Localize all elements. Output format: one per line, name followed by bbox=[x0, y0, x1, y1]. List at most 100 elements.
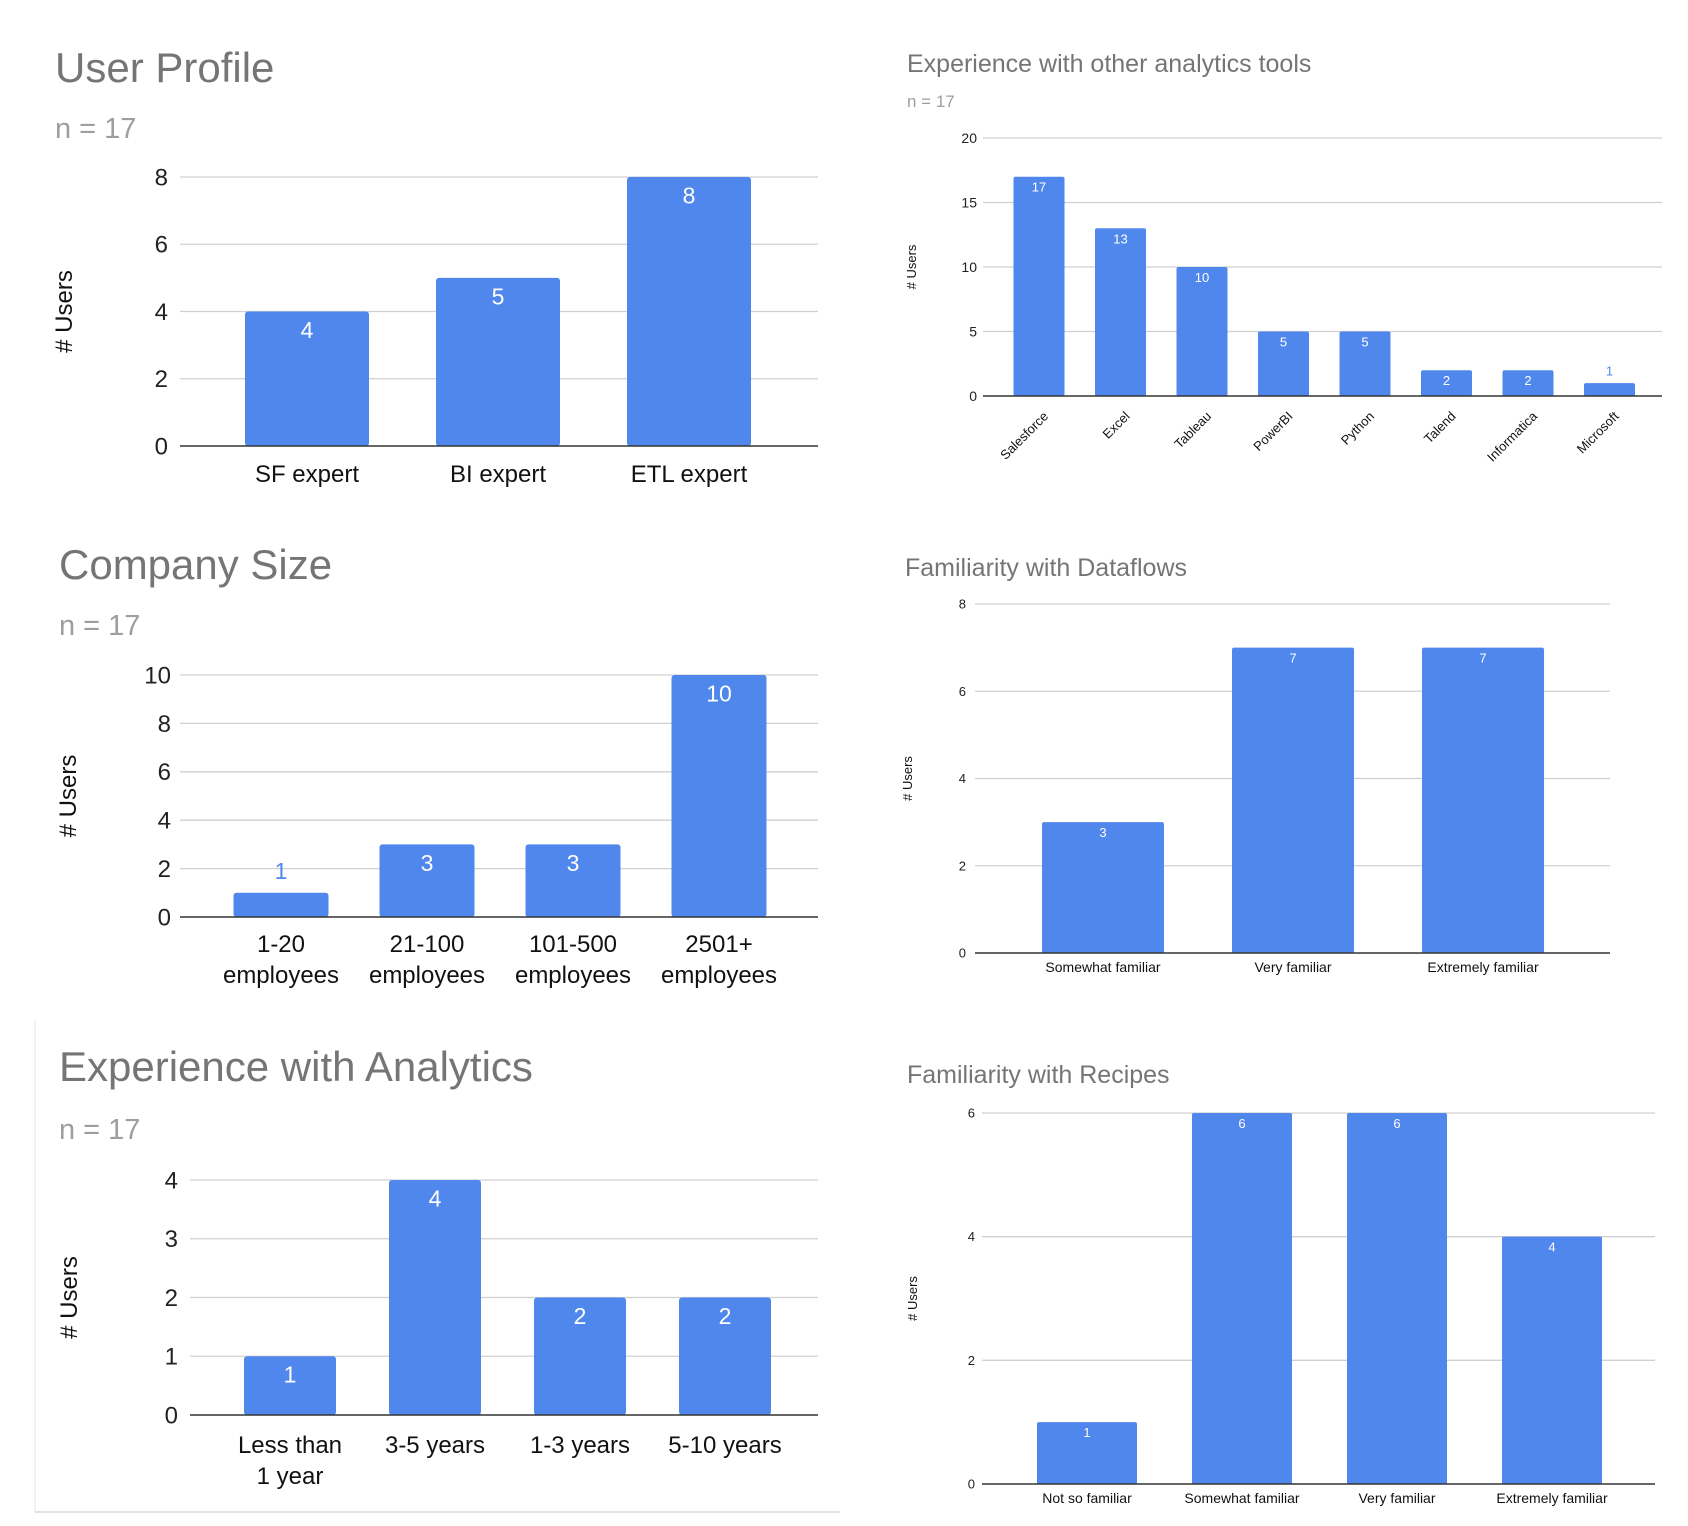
bar bbox=[1042, 822, 1164, 953]
x-tick-label: BI expert bbox=[450, 461, 546, 488]
chart-subtitle: n = 17 bbox=[59, 610, 140, 642]
data-label: 2 bbox=[719, 1303, 732, 1329]
y-tick-label: 6 bbox=[959, 684, 966, 699]
bar bbox=[1232, 647, 1354, 953]
data-label: 4 bbox=[429, 1185, 442, 1211]
chart-title: Familiarity with Recipes bbox=[907, 1061, 1170, 1089]
bar bbox=[1176, 267, 1228, 396]
x-tick-label: Somewhat familiar bbox=[1045, 959, 1160, 975]
data-label: 5 bbox=[1280, 334, 1287, 349]
x-tick-label: Talend bbox=[1421, 409, 1459, 447]
y-tick-label: 0 bbox=[959, 946, 966, 961]
data-label: 2 bbox=[1524, 373, 1531, 388]
data-label: 5 bbox=[492, 283, 505, 309]
x-tick-label: Less than bbox=[238, 1432, 342, 1459]
chart-plot: 0 2 4 6 8 # Users 4 SF expert 5 BI expert 8 ETL exp… bbox=[51, 164, 818, 488]
data-label: 7 bbox=[1479, 651, 1486, 666]
chart-title: User Profile bbox=[55, 44, 274, 91]
data-label: 6 bbox=[1393, 1116, 1400, 1131]
bar bbox=[244, 1356, 336, 1415]
data-label: 2 bbox=[574, 1303, 587, 1329]
y-tick-label: 4 bbox=[959, 771, 966, 786]
chart-plot: 0 1 2 3 4 # Users 1 Less than 1 year 4 3-5 years 2 1… bbox=[56, 1167, 818, 1490]
y-tick-label: 0 bbox=[158, 904, 171, 931]
data-label: 13 bbox=[1113, 231, 1127, 246]
y-tick-label: 10 bbox=[961, 259, 977, 275]
x-tick-label: Excel bbox=[1100, 408, 1133, 441]
bar bbox=[233, 892, 329, 917]
y-tick-label: 0 bbox=[165, 1402, 178, 1429]
chart-subtitle: n = 17 bbox=[55, 113, 136, 145]
x-tick-label: Python bbox=[1338, 409, 1377, 448]
x-tick-label: employees bbox=[369, 962, 485, 989]
chart-subtitle: n = 17 bbox=[907, 92, 955, 111]
bar bbox=[1421, 370, 1472, 396]
bar bbox=[679, 1297, 771, 1415]
bar bbox=[1037, 1422, 1137, 1484]
data-label: 2 bbox=[1443, 373, 1450, 388]
data-label: 17 bbox=[1032, 180, 1046, 195]
bar bbox=[525, 844, 621, 917]
chart-title: Familiarity with Dataflows bbox=[905, 554, 1187, 582]
data-label: 6 bbox=[1238, 1116, 1245, 1131]
chart-company-size: Company Size n = 17 0 2 4 6 8 10 # Users 1 1-20 e… bbox=[55, 541, 818, 989]
chart-user-profile: User Profile n = 17 0 2 4 6 8 # Users 4 SF expe… bbox=[51, 44, 818, 488]
x-tick-label: Extremely familiar bbox=[1496, 1490, 1608, 1506]
bar bbox=[436, 277, 560, 446]
data-label: 3 bbox=[1099, 825, 1106, 840]
data-label: 1 bbox=[1083, 1425, 1090, 1440]
bar bbox=[1502, 1236, 1602, 1484]
data-label: 1 bbox=[275, 858, 288, 884]
bar bbox=[1347, 1113, 1447, 1484]
y-tick-label: 2 bbox=[155, 366, 168, 393]
y-tick-label: 4 bbox=[165, 1167, 178, 1194]
y-tick-label: 6 bbox=[158, 759, 171, 786]
chart-recipes: Familiarity with Recipes 0 2 4 6 # Users 1 Not… bbox=[905, 1061, 1655, 1506]
x-tick-label: PowerBI bbox=[1250, 409, 1295, 454]
x-tick-label: SF expert bbox=[255, 461, 359, 488]
y-tick-label: 6 bbox=[155, 232, 168, 259]
x-tick-label: 1-20 bbox=[257, 931, 305, 958]
data-label: 1 bbox=[1606, 363, 1613, 378]
y-tick-label: 4 bbox=[158, 808, 171, 835]
bar bbox=[379, 844, 475, 917]
x-tick-label: 21-100 bbox=[390, 931, 465, 958]
chart-plot: 0 2 4 6 8 # Users 3 Somewhat familiar 7 Very fami… bbox=[900, 597, 1610, 975]
chart-title: Experience with other analytics tools bbox=[907, 50, 1311, 78]
x-tick-label: Very familiar bbox=[1358, 1490, 1435, 1506]
chart-subtitle: n = 17 bbox=[59, 1114, 140, 1146]
x-tick-label: Somewhat familiar bbox=[1184, 1490, 1299, 1506]
y-tick-label: 5 bbox=[969, 323, 977, 339]
x-tick-label: Very familiar bbox=[1254, 959, 1331, 975]
y-tick-label: 4 bbox=[155, 299, 168, 326]
x-tick-label: Salesforce bbox=[997, 409, 1051, 463]
data-label: 4 bbox=[301, 317, 314, 343]
chart-analytics-tools: Experience with other analytics tools n … bbox=[904, 50, 1662, 465]
y-tick-label: 2 bbox=[968, 1353, 975, 1368]
y-axis-label: # Users bbox=[55, 755, 82, 838]
chart-plot: 0 2 4 6 # Users 1 Not so familiar 6 Somewhat fam… bbox=[905, 1106, 1655, 1506]
y-tick-label: 0 bbox=[155, 433, 168, 460]
x-tick-label: 101-500 bbox=[529, 931, 617, 958]
y-tick-label: 4 bbox=[968, 1229, 975, 1244]
y-axis-label: # Users bbox=[56, 1256, 83, 1339]
x-tick-label: employees bbox=[515, 962, 631, 989]
data-label: 8 bbox=[683, 182, 696, 208]
x-tick-label: Tableau bbox=[1171, 409, 1214, 452]
x-tick-label: Not so familiar bbox=[1042, 1490, 1132, 1506]
data-label: 10 bbox=[1195, 270, 1209, 285]
bar bbox=[1013, 176, 1065, 396]
y-tick-label: 15 bbox=[961, 194, 977, 210]
bar bbox=[1339, 331, 1391, 396]
x-tick-label: employees bbox=[223, 962, 339, 989]
x-tick-label: ETL expert bbox=[631, 461, 748, 488]
y-axis-label: # Users bbox=[905, 1276, 920, 1321]
x-tick-label: 3-5 years bbox=[385, 1432, 485, 1459]
data-label: 10 bbox=[706, 680, 732, 706]
x-tick-label: 2501+ bbox=[685, 931, 752, 958]
bar bbox=[1192, 1113, 1292, 1484]
x-tick-label: employees bbox=[661, 962, 777, 989]
data-label: 3 bbox=[567, 850, 580, 876]
y-tick-label: 0 bbox=[968, 1477, 975, 1492]
